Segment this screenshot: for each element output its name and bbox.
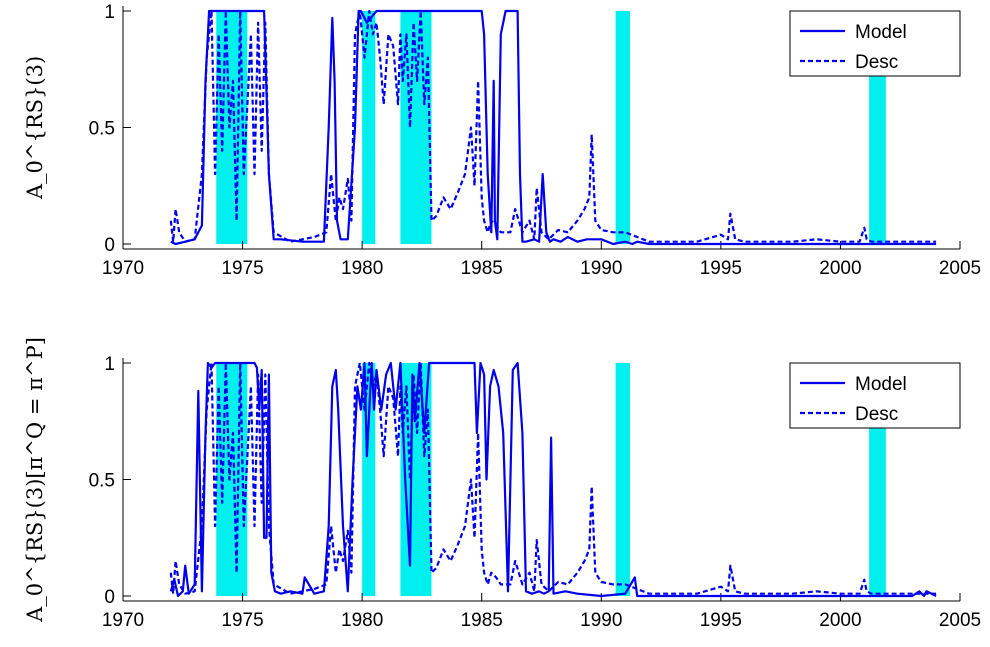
x-tick-label: 1970 (102, 610, 144, 631)
y-tick-label: 0 (104, 587, 115, 608)
recession-band (615, 363, 630, 596)
legend-box (789, 10, 961, 77)
chart-panel-2: 1970 1975 1980 1985 1990 1995 2000 2005 0 0.5 1 A_0… (23, 337, 981, 631)
legend-box (789, 362, 961, 429)
y-axis-label: A_0^{RS}(3) (23, 56, 47, 200)
y-axis-label: A_0^{RS}(3)[π^Q = π^P] (23, 337, 47, 623)
series-line-model (169, 361, 937, 598)
x-tick-label: 1985 (461, 610, 503, 631)
legend: Model Desc (789, 10, 961, 77)
x-tick-label: 2005 (939, 610, 981, 631)
y-tick-label: 0.5 (89, 119, 115, 140)
recession-band (362, 11, 376, 244)
x-tick-label: 1975 (221, 258, 263, 279)
chart-panel-1: 1970 1975 1980 1985 1990 1995 2000 2005 0 0.5 1 A_0… (23, 2, 981, 279)
x-tick-label: 2000 (819, 610, 861, 631)
x-tick-label: 1980 (341, 610, 383, 631)
y-tick-label: 1 (104, 354, 115, 375)
series-line-desc (169, 361, 937, 595)
legend-label-desc: Desc (855, 404, 898, 425)
recession-band (615, 11, 630, 244)
legend-label-desc: Desc (855, 52, 898, 73)
y-tick-label: 0.5 (89, 471, 115, 492)
legend: Model Desc (789, 362, 961, 429)
x-tick-label: 1980 (341, 258, 383, 279)
series-line-desc (169, 9, 937, 243)
x-tick-label: 2000 (819, 258, 861, 279)
x-tick-label: 1975 (221, 610, 263, 631)
y-tick-label: 1 (104, 2, 115, 23)
x-tick-label: 1970 (102, 258, 144, 279)
y-tick-label: 0 (104, 235, 115, 256)
legend-label-model: Model (855, 22, 907, 43)
x-tick-label: 1990 (580, 258, 622, 279)
legend-label-model: Model (855, 374, 907, 395)
x-tick-label: 1995 (700, 258, 742, 279)
x-tick-label: 2005 (939, 258, 981, 279)
x-tick-label: 1985 (461, 258, 503, 279)
x-tick-label: 1990 (580, 610, 622, 631)
x-tick-label: 1995 (700, 610, 742, 631)
